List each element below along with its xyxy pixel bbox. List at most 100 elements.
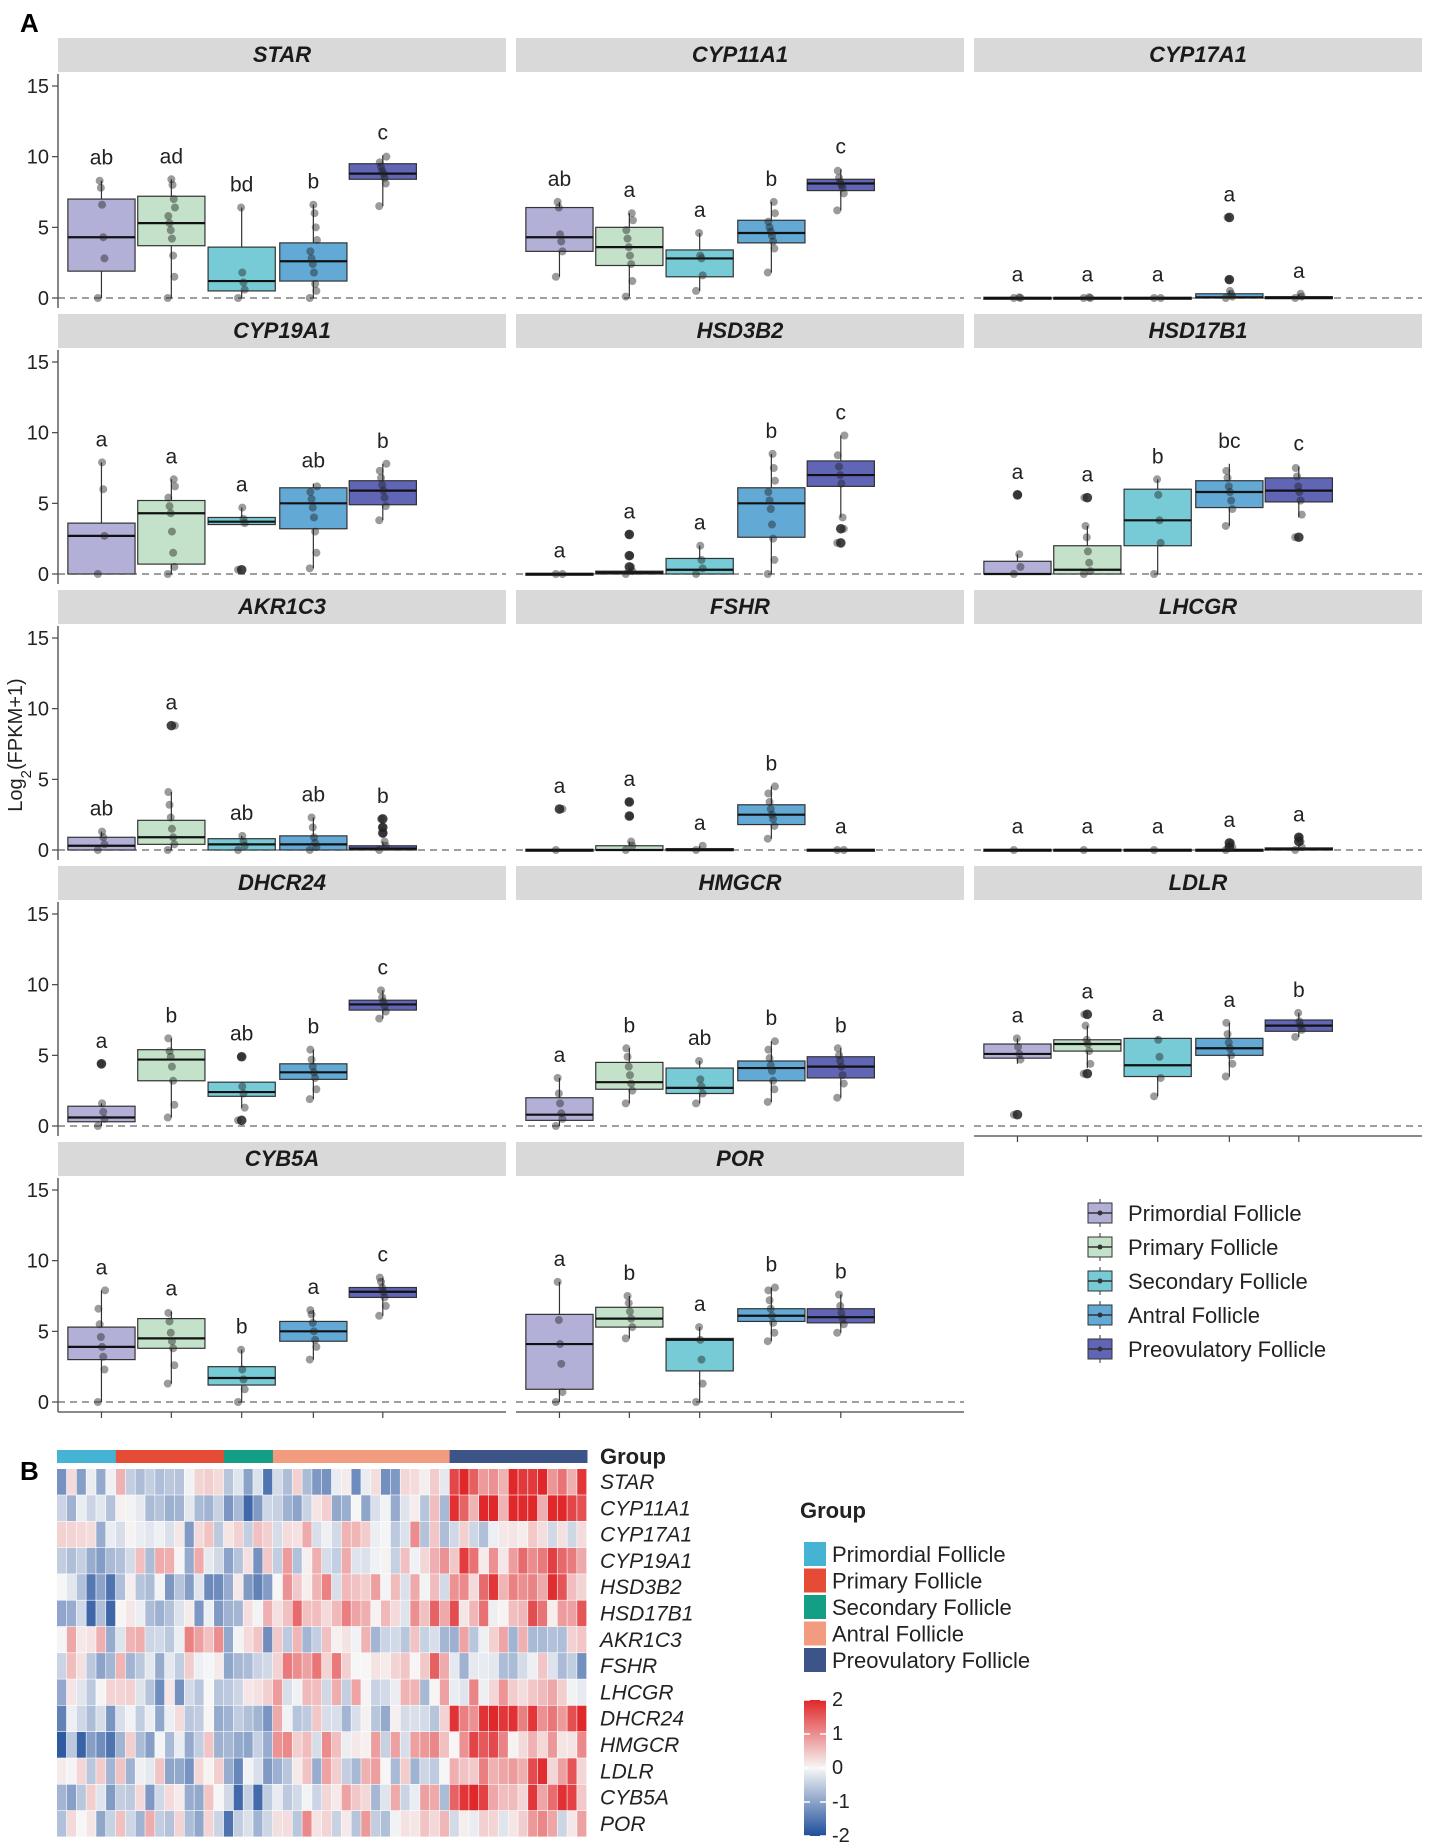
heatmap-cell [76,1732,86,1758]
data-point [764,1286,773,1295]
annotation-primordial-follicle [57,1450,117,1463]
data-point [375,1311,384,1320]
heatmap-cell [547,1705,557,1732]
heatmap-cell [518,1574,528,1600]
heatmap-cell [96,1574,106,1600]
data-point [692,846,701,854]
heatmap-cell [302,1653,312,1679]
heatmap-cell [459,1547,469,1574]
heatmap-cell [420,1521,430,1548]
heatmap-cell [312,1495,322,1521]
heatmap-cell [253,1495,263,1521]
outlier-point [236,1051,247,1062]
heatmap-cell [204,1521,214,1548]
heatmap-cell [429,1547,440,1574]
heatmap-cell [449,1810,459,1837]
data-point [309,268,318,277]
heatmap-cell [106,1574,116,1600]
heatmap-cell [331,1732,342,1758]
data-point [766,504,775,513]
heatmap-cell [380,1810,391,1837]
heatmap-cell [537,1495,548,1521]
heatmap-cell [194,1810,204,1837]
box-primordial-follicle: a [983,461,1052,578]
data-point [1224,1038,1233,1047]
heatmap-cell [420,1469,430,1495]
heatmap-cell [380,1574,391,1600]
heatmap-cell [537,1521,548,1548]
significance-letter: a [1012,461,1024,484]
significance-letter: a [1082,263,1094,286]
heatmap-cell [508,1600,518,1627]
heatmap-cell [223,1547,234,1574]
data-point [1291,1032,1300,1041]
heatmap-cell [390,1600,400,1627]
box-iqr [665,1067,734,1095]
data-point [170,1100,179,1109]
heatmap-cell [371,1705,381,1732]
legend-item-primordial-follicle: Primordial Follicle [1087,1199,1302,1227]
color-scale-label: 0 [832,1757,843,1779]
heatmap-cell [469,1758,479,1784]
data-point [1297,1025,1306,1034]
data-point [166,226,175,235]
heatmap-cell [96,1732,106,1758]
significance-letter: ab [302,783,325,806]
heatmap-cell [341,1810,351,1837]
data-point [692,1099,701,1108]
data-point [312,1342,321,1351]
heatmap-cell [449,1653,459,1679]
significance-letter: bc [1218,430,1240,453]
heatmap-cell [400,1653,410,1679]
heatmap-cell [498,1810,508,1837]
heatmap-cell [243,1810,253,1837]
heatmap-cell [567,1705,577,1732]
data-point [93,570,102,578]
data-point [308,1318,317,1327]
data-point [698,1379,707,1388]
heatmap-cell [282,1653,292,1679]
heatmap-cell [557,1547,567,1574]
heatmap-cell [420,1810,430,1837]
y-tick-label: 5 [38,217,49,239]
data-point [167,824,176,833]
heatmap-cell [125,1469,135,1495]
box-iqr [806,178,876,192]
heatmap-cell [322,1705,332,1732]
significance-letter: b [236,1316,248,1339]
box-secondary-follicle: a [207,474,276,575]
heatmap-row-dhcr24 [57,1705,587,1732]
data-point [836,178,845,187]
data-point [833,1044,842,1053]
heatmap-cell [380,1469,391,1495]
heatmap-cell [341,1653,351,1679]
facet-star: STAR 0 5 10 15 ab ad bd b c [27,38,506,310]
box-preovulatory-follicle: b [806,1014,876,1102]
gene-label: POR [600,1813,646,1836]
data-point [169,475,178,484]
heatmap-cell [106,1732,116,1758]
data-point [624,243,633,252]
heatmap-cell [400,1705,410,1732]
heatmap-cell [518,1784,528,1811]
heatmap-cell [243,1626,253,1653]
heatmap-cell [86,1574,96,1600]
data-point [238,1365,247,1374]
heatmap-cell [194,1758,204,1784]
box-antral-follicle: a [1195,183,1264,302]
heatmap-cell [223,1758,234,1784]
data-point [1082,533,1091,542]
heatmap-cell [253,1732,263,1758]
data-point [239,1375,248,1384]
box-preovulatory-follicle: c [348,121,418,211]
significance-letter: a [1012,1004,1024,1027]
heatmap-cell [351,1810,361,1837]
data-point [379,169,388,178]
facet-strip [58,590,506,624]
heatmap-cell [341,1732,351,1758]
heatmap-legend-label: Preovulatory Follicle [832,1648,1030,1673]
heatmap-row-fshr [57,1653,587,1679]
heatmap-cell [577,1469,587,1495]
heatmap-cell [322,1732,332,1758]
data-point [1225,1044,1234,1053]
